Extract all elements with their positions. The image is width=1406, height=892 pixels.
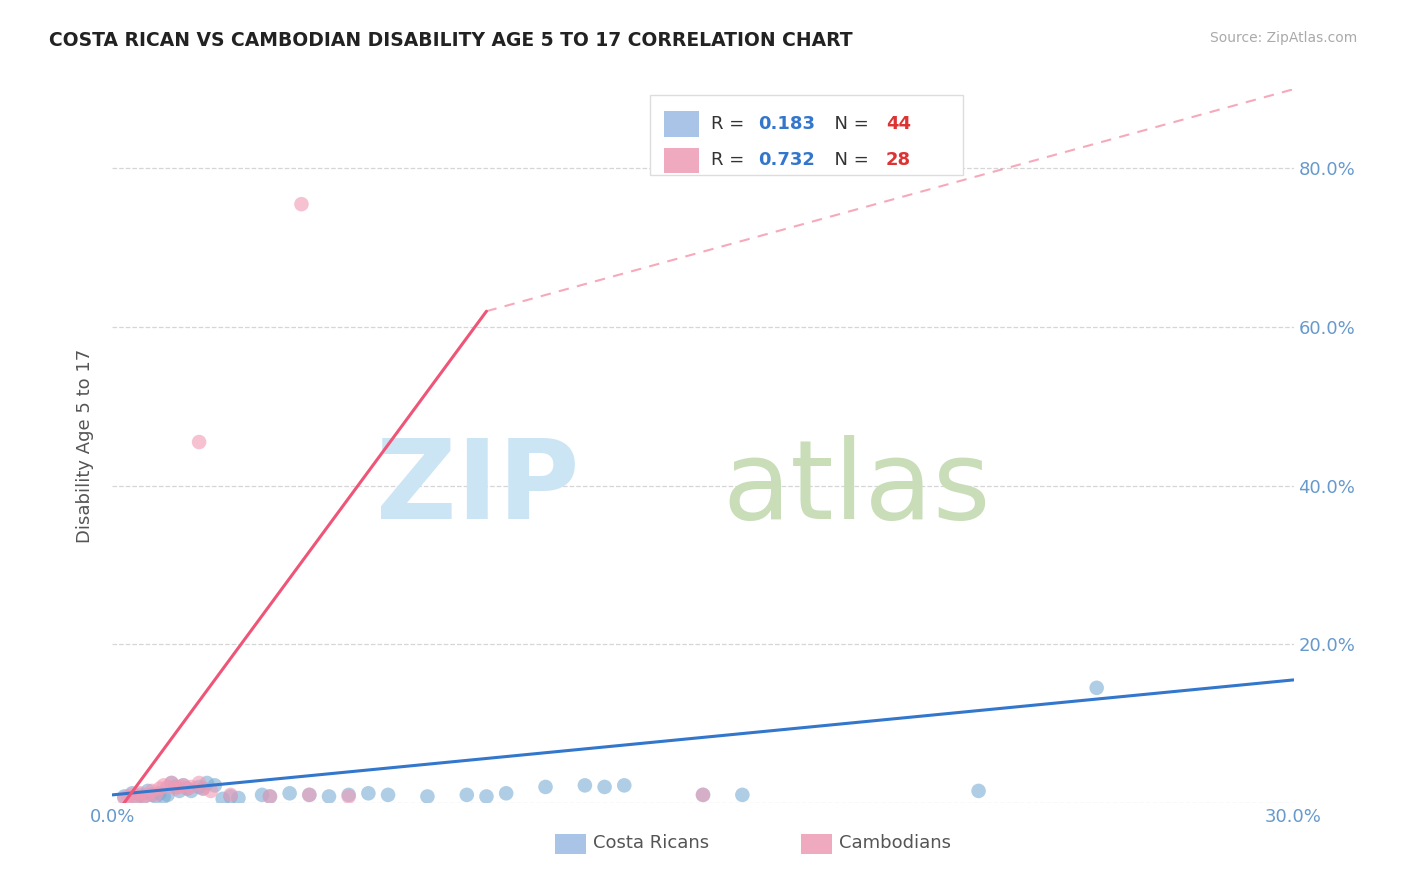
Point bbox=[121, 788, 143, 802]
Point bbox=[318, 789, 340, 804]
Point bbox=[125, 791, 148, 805]
Point bbox=[191, 781, 214, 796]
Point bbox=[475, 789, 498, 804]
Point bbox=[180, 780, 202, 794]
Point bbox=[731, 788, 754, 802]
Bar bbox=[664, 147, 699, 173]
Text: R =: R = bbox=[711, 115, 751, 133]
Point bbox=[204, 778, 226, 792]
Point bbox=[219, 789, 242, 804]
Point bbox=[456, 788, 478, 802]
Point bbox=[593, 780, 616, 794]
Text: Cambodians: Cambodians bbox=[839, 834, 952, 852]
Point bbox=[176, 781, 198, 796]
Point bbox=[613, 778, 636, 792]
Point bbox=[495, 786, 517, 800]
Point bbox=[188, 780, 211, 794]
Point bbox=[228, 791, 250, 805]
Point bbox=[967, 784, 990, 798]
Point bbox=[180, 784, 202, 798]
Point bbox=[149, 781, 172, 796]
Point bbox=[278, 786, 301, 800]
Point bbox=[145, 788, 167, 802]
Text: 28: 28 bbox=[886, 152, 911, 169]
Point bbox=[152, 778, 174, 792]
Text: ZIP: ZIP bbox=[375, 435, 579, 542]
Text: 44: 44 bbox=[886, 115, 911, 133]
Point bbox=[574, 778, 596, 792]
Point bbox=[188, 776, 211, 790]
Text: N =: N = bbox=[824, 115, 875, 133]
Point bbox=[195, 776, 218, 790]
Point bbox=[219, 788, 242, 802]
Point bbox=[250, 788, 273, 802]
Point bbox=[534, 780, 557, 794]
Point bbox=[211, 792, 233, 806]
Point bbox=[357, 786, 380, 800]
Point bbox=[132, 789, 155, 804]
Point bbox=[112, 789, 135, 804]
Point bbox=[149, 786, 172, 800]
Text: Costa Ricans: Costa Ricans bbox=[593, 834, 710, 852]
Point bbox=[129, 786, 152, 800]
Point bbox=[172, 778, 194, 792]
Point bbox=[132, 789, 155, 804]
Text: 0.183: 0.183 bbox=[758, 115, 815, 133]
Point bbox=[191, 781, 214, 796]
Point bbox=[136, 784, 159, 798]
Text: R =: R = bbox=[711, 152, 751, 169]
Point bbox=[136, 788, 159, 802]
Text: atlas: atlas bbox=[723, 435, 991, 542]
Point bbox=[145, 789, 167, 804]
Point bbox=[298, 788, 321, 802]
Point bbox=[152, 789, 174, 804]
Point bbox=[169, 780, 191, 794]
Point bbox=[156, 788, 179, 802]
Bar bbox=[664, 111, 699, 136]
Text: N =: N = bbox=[824, 152, 875, 169]
Point bbox=[112, 791, 135, 805]
Point bbox=[259, 789, 281, 804]
Point bbox=[165, 780, 187, 794]
Point bbox=[169, 784, 191, 798]
Point bbox=[160, 776, 183, 790]
Point bbox=[125, 792, 148, 806]
Text: Source: ZipAtlas.com: Source: ZipAtlas.com bbox=[1209, 31, 1357, 45]
Point bbox=[121, 786, 143, 800]
Point bbox=[290, 197, 312, 211]
Point bbox=[298, 788, 321, 802]
FancyBboxPatch shape bbox=[650, 95, 963, 175]
Point bbox=[141, 788, 163, 802]
Point bbox=[188, 435, 211, 450]
Point bbox=[337, 789, 360, 804]
Point bbox=[692, 788, 714, 802]
Point bbox=[416, 789, 439, 804]
Point bbox=[692, 788, 714, 802]
Text: COSTA RICAN VS CAMBODIAN DISABILITY AGE 5 TO 17 CORRELATION CHART: COSTA RICAN VS CAMBODIAN DISABILITY AGE … bbox=[49, 31, 853, 50]
Point bbox=[200, 784, 222, 798]
Point bbox=[141, 784, 163, 798]
Point bbox=[172, 778, 194, 792]
Y-axis label: Disability Age 5 to 17: Disability Age 5 to 17 bbox=[76, 349, 94, 543]
Point bbox=[259, 789, 281, 804]
Point bbox=[377, 788, 399, 802]
Point bbox=[337, 788, 360, 802]
Point bbox=[176, 781, 198, 796]
Point bbox=[160, 776, 183, 790]
Point bbox=[129, 788, 152, 802]
Point bbox=[1085, 681, 1108, 695]
Text: 0.732: 0.732 bbox=[758, 152, 815, 169]
Point bbox=[117, 789, 139, 804]
Point bbox=[165, 781, 187, 796]
Point bbox=[156, 780, 179, 794]
